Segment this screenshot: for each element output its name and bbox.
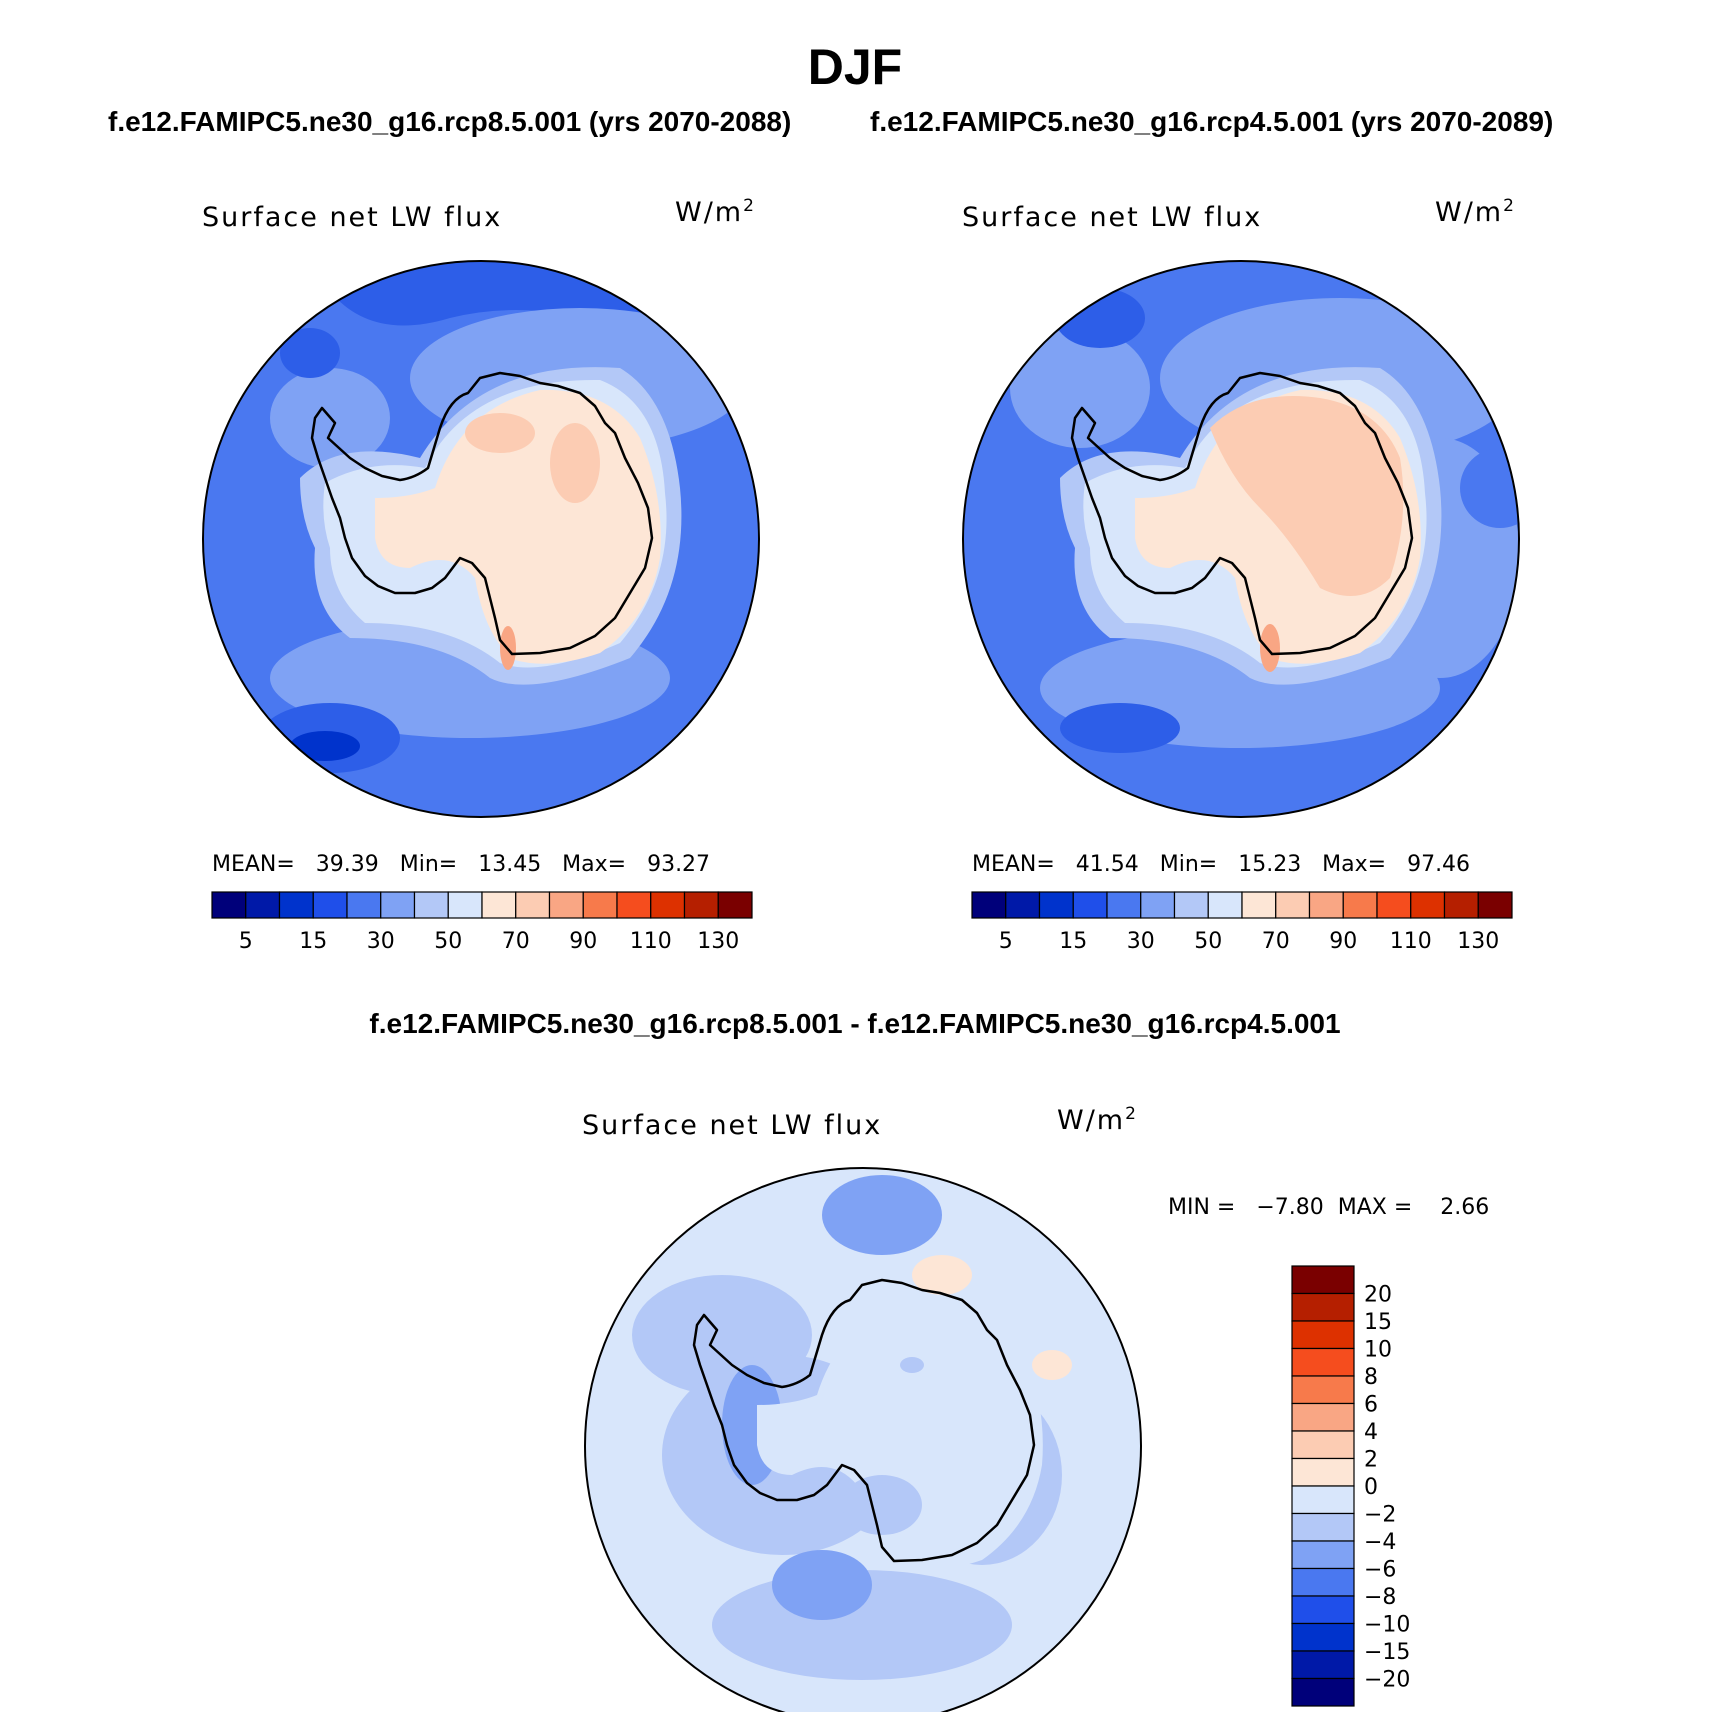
panel1-colorbar-swatch [717, 891, 753, 919]
panel3-colorbar-swatch [1291, 1567, 1355, 1597]
panel2-colorbar-swatch [1410, 891, 1446, 919]
panel1-colorbar-swatch [447, 891, 483, 919]
panel1-colorbar-swatch [413, 891, 449, 919]
panel3-colorbar-tick-label: 0 [1364, 1475, 1378, 1500]
panel3-colorbar-swatch [1291, 1512, 1355, 1542]
panel2-colorbar-swatch [1140, 891, 1176, 919]
panel2-colorbar-tick-label: 90 [1329, 929, 1357, 954]
panel3-colorbar-swatch [1291, 1677, 1355, 1707]
panel2-colorbar-swatch [1207, 891, 1243, 919]
panel3-colorbar-swatch [1291, 1320, 1355, 1350]
panel1-colorbar-swatch [515, 891, 551, 919]
panel1-units: W/m2 [675, 196, 754, 228]
panel2-colorbar-tick-label: 5 [999, 929, 1013, 954]
panel2-colorbar-tick-label: 15 [1059, 929, 1087, 954]
panel2-colorbar-swatch [1005, 891, 1041, 919]
panel1-colorbar-swatch [346, 891, 382, 919]
panel2-colorbar-tick-label: 50 [1194, 929, 1222, 954]
panel3-colorbar-swatch [1291, 1402, 1355, 1432]
panel2-units: W/m2 [1435, 196, 1514, 228]
panel2-colorbar-swatch [1106, 891, 1142, 919]
panel3-colorbar-swatch [1291, 1595, 1355, 1625]
panel3-colorbar-tick-label: −8 [1364, 1585, 1396, 1610]
panel3-colorbar-swatch [1291, 1375, 1355, 1405]
panel2-field-label: Surface net LW flux [962, 202, 1263, 233]
panel1-colorbar-tick-label: 70 [502, 929, 530, 954]
panel1-colorbar-swatch [616, 891, 652, 919]
panel3-colorbar-tick-label: 8 [1364, 1365, 1378, 1390]
panel2-colorbar-swatch [1275, 891, 1311, 919]
panel2-colorbar: 5 15 30 50 70 90 110 130 [971, 891, 1513, 954]
panel2-stats: MEAN= 41.54 Min= 15.23 Max= 97.46 [972, 852, 1471, 877]
panel1-colorbar-swatch [278, 891, 314, 919]
panel3-colorbar-swatch [1291, 1540, 1355, 1570]
panel3-colorbar-tick-label: −6 [1364, 1558, 1396, 1583]
panel3-colorbar-tick-label: 6 [1364, 1393, 1378, 1418]
panel3-colorbar-tick-label: −15 [1364, 1640, 1410, 1665]
panel3-colorbar-swatch [1291, 1292, 1355, 1322]
panel2-colorbar-tick-label: 30 [1127, 929, 1155, 954]
panel3-colorbar-tick-label: −4 [1364, 1530, 1396, 1555]
panel3-map [584, 1167, 1142, 1712]
panel2-colorbar-tick-label: 70 [1262, 929, 1290, 954]
panel3-colorbar-swatch [1291, 1457, 1355, 1487]
panel1-colorbar-tick-label: 15 [299, 929, 327, 954]
panel1-colorbar: 5 15 30 50 70 90 110 130 [211, 891, 753, 954]
panel1-colorbar-swatch [245, 891, 281, 919]
panel2-colorbar-swatch [1342, 891, 1378, 919]
panel3-units: W/m2 [1057, 1104, 1136, 1136]
panel1-colorbar-swatch [380, 891, 416, 919]
panel1-colorbar-swatch [312, 891, 348, 919]
panel3-colorbar-swatch [1291, 1265, 1355, 1295]
panel3-colorbar-tick-label: −20 [1364, 1668, 1410, 1693]
panel1-colorbar-swatch [211, 891, 247, 919]
panel3-colorbar-tick-label: −10 [1364, 1613, 1410, 1638]
panel1-colorbar-tick-label: 90 [569, 929, 597, 954]
panel3-colorbar-swatch [1291, 1485, 1355, 1515]
panel2-colorbar-tick-label: 130 [1457, 929, 1499, 954]
panel3-colorbar-tick-label: 4 [1364, 1420, 1378, 1445]
panel2-colorbar-swatch [1038, 891, 1074, 919]
panel1-colorbar-tick-label: 130 [697, 929, 739, 954]
panel1-colorbar-swatch [683, 891, 719, 919]
panel1-colorbar-tick-label: 50 [434, 929, 462, 954]
panel3-field-label: Surface net LW flux [582, 1110, 883, 1141]
panel1-field-label: Surface net LW flux [202, 202, 503, 233]
panel1-colorbar-swatch [548, 891, 584, 919]
panel1-colorbar-swatch [582, 891, 618, 919]
panel3-colorbar-swatch [1291, 1430, 1355, 1460]
panel2-colorbar-swatch [1443, 891, 1479, 919]
panel3-stats: MIN = −7.80 MAX = 2.66 [1168, 1195, 1490, 1220]
panel2-colorbar-swatch [1241, 891, 1277, 919]
difference-title: f.e12.FAMIPC5.ne30_g16.rcp8.5.001 - f.e1… [369, 1008, 1341, 1039]
panel2-colorbar-swatch [1308, 891, 1344, 919]
panel1-colorbar-swatch [650, 891, 686, 919]
panel1-colorbar-tick-label: 30 [367, 929, 395, 954]
panel3-colorbar-swatch [1291, 1622, 1355, 1652]
panel3-colorbar-tick-label: 15 [1364, 1310, 1392, 1335]
panel3-colorbar-swatch [1291, 1650, 1355, 1680]
panel1-colorbar-swatch [481, 891, 517, 919]
panel2-map [962, 260, 1520, 818]
panel2-colorbar-swatch [971, 891, 1007, 919]
season-title: DJF [807, 39, 903, 95]
panel2-colorbar-tick-label: 110 [1390, 929, 1432, 954]
panel1-colorbar-tick-label: 5 [239, 929, 253, 954]
panel2-colorbar-swatch [1477, 891, 1513, 919]
panel2-colorbar-swatch [1376, 891, 1412, 919]
panel1-map [202, 260, 760, 818]
panel3-colorbar-tick-label: 10 [1364, 1338, 1392, 1363]
panel1-colorbar-tick-label: 110 [630, 929, 672, 954]
panel3-colorbar-tick-label: 2 [1364, 1448, 1378, 1473]
panel2-colorbar-swatch [1072, 891, 1108, 919]
panel1-stats: MEAN= 39.39 Min= 13.45 Max= 93.27 [212, 852, 711, 877]
case2-title: f.e12.FAMIPC5.ne30_g16.rcp4.5.001 (yrs 2… [870, 106, 1554, 137]
panel3-colorbar-swatch [1291, 1347, 1355, 1377]
panel2-colorbar-swatch [1173, 891, 1209, 919]
case1-title: f.e12.FAMIPC5.ne30_g16.rcp8.5.001 (yrs 2… [108, 106, 792, 137]
panel3-colorbar-tick-label: −2 [1364, 1503, 1396, 1528]
panel3-colorbar-tick-label: 20 [1364, 1283, 1392, 1308]
